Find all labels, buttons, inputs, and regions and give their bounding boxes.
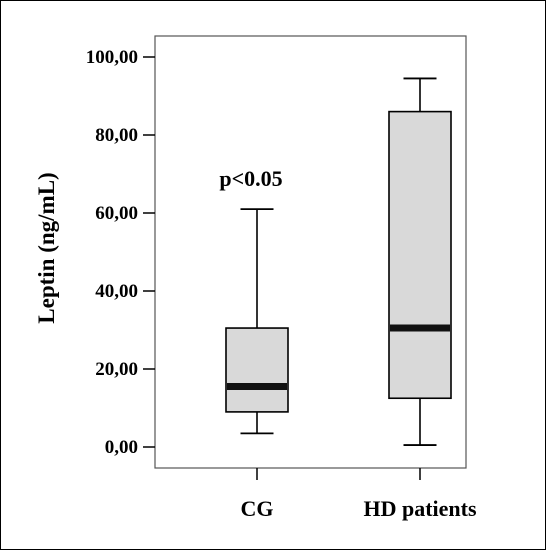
y-tick-label: 60,00 xyxy=(95,203,138,224)
plot-border xyxy=(154,35,467,469)
y-tick-label: 100,00 xyxy=(86,47,138,68)
significance-annotation: p<0.05 xyxy=(219,166,282,191)
y-axis-title: Leptin (ng/mL) xyxy=(34,172,59,323)
x-axis: CG HD patients xyxy=(241,468,477,521)
y-tick-label: 0,00 xyxy=(105,437,138,458)
y-axis: 0,00 20,00 40,00 60,00 80,00 100,00 xyxy=(86,47,155,458)
x-category-label: CG xyxy=(241,496,274,521)
box-2 xyxy=(388,77,452,446)
box-1 xyxy=(225,208,289,435)
y-tick-label: 80,00 xyxy=(95,125,138,146)
y-tick-label: 20,00 xyxy=(95,359,138,380)
iqr-box xyxy=(388,110,452,400)
x-category-label: HD patients xyxy=(363,496,477,521)
plot-area xyxy=(154,35,467,469)
iqr-box xyxy=(225,327,289,413)
boxes xyxy=(225,77,452,446)
y-tick-label: 40,00 xyxy=(95,281,138,302)
